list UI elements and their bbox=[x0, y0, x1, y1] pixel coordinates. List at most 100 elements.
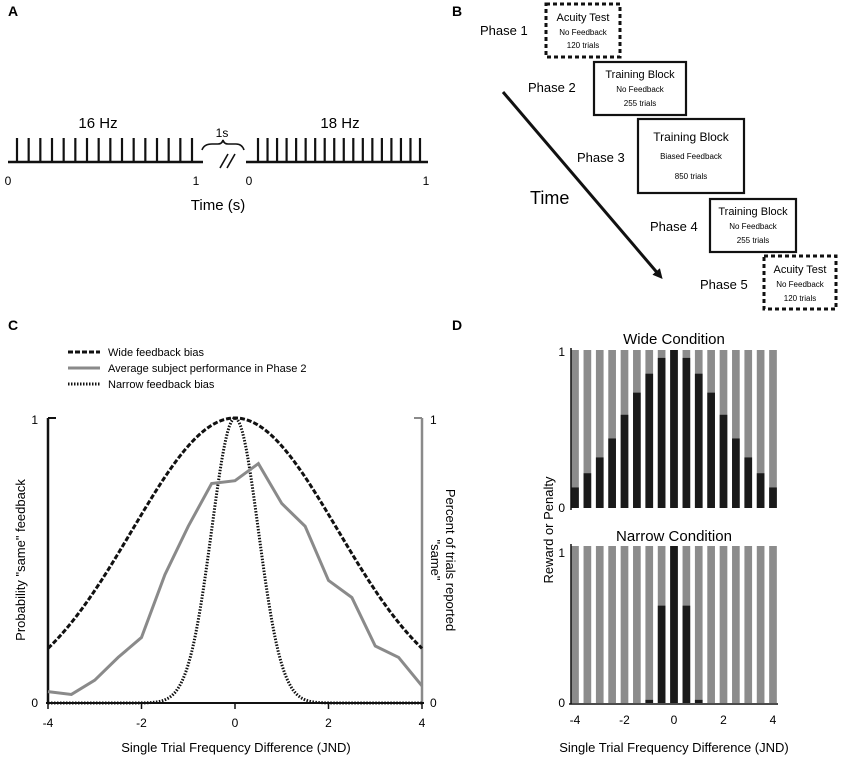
reward-bar bbox=[670, 546, 678, 703]
time-tick: 1 bbox=[423, 174, 430, 188]
wide-y-tick-label: 1 bbox=[558, 345, 565, 359]
x-tick-label: -4 bbox=[43, 716, 54, 730]
penalty-bar bbox=[608, 350, 616, 508]
series-narrow-feedback-bias bbox=[48, 416, 422, 705]
reward-bar bbox=[694, 699, 703, 703]
phase-3: Phase 3 Training Block Biased Feedback 8… bbox=[577, 117, 746, 195]
panel-d-label: D bbox=[452, 317, 462, 333]
penalty-bar bbox=[620, 546, 629, 703]
penalty-bar bbox=[645, 546, 654, 703]
reward-bar bbox=[769, 487, 777, 508]
time-tick: 0 bbox=[5, 174, 12, 188]
reward-bar bbox=[694, 373, 703, 508]
x-tick-label: -4 bbox=[570, 713, 581, 727]
legend-label: Narrow feedback bias bbox=[108, 379, 215, 391]
reward-bar bbox=[645, 373, 654, 508]
x-tick-label: 4 bbox=[419, 716, 426, 730]
d-x-axis-label: Single Trial Frequency Difference (JND) bbox=[559, 740, 789, 755]
phase-1: Phase 1 Acuity Test No Feedback 120 tria… bbox=[480, 2, 622, 59]
d-y-axis-label: Reward or Penalty bbox=[541, 476, 556, 583]
reward-bar bbox=[608, 438, 616, 508]
panel-d: D Wide Condition 1 0 Narrow Condition 1 … bbox=[452, 317, 789, 755]
reward-bar bbox=[756, 473, 765, 508]
reward-bar bbox=[732, 438, 740, 508]
legend-label: Average subject performance in Phase 2 bbox=[108, 363, 307, 375]
x-tick-label: -2 bbox=[136, 716, 147, 730]
phase-box-feedback: No Feedback bbox=[729, 222, 778, 231]
phase-box-title: Training Block bbox=[718, 206, 788, 218]
left-y-tick-label: 1 bbox=[31, 413, 38, 427]
phase-box-trials: 120 trials bbox=[784, 294, 816, 303]
phase-label: Phase 2 bbox=[528, 80, 576, 95]
panel-a-label: A bbox=[8, 3, 18, 19]
phase-4: Phase 4 Training Block No Feedback 255 t… bbox=[650, 197, 798, 254]
phase-box bbox=[636, 117, 746, 195]
penalty-bar bbox=[583, 350, 592, 508]
c-x-axis-label: Single Trial Frequency Difference (JND) bbox=[121, 740, 351, 755]
narrow-y-tick-label: 1 bbox=[558, 546, 565, 560]
penalty-bar bbox=[732, 546, 740, 703]
gap-duration-label: 1s bbox=[216, 126, 229, 140]
c-right-y-label-line2: "same" bbox=[428, 539, 443, 580]
penalty-bar bbox=[571, 350, 579, 508]
penalty-bar bbox=[595, 546, 604, 703]
series-wide-feedback-bias bbox=[46, 416, 424, 650]
phase-box-trials: 255 trials bbox=[624, 99, 656, 108]
phase-label: Phase 3 bbox=[577, 150, 625, 165]
x-tick-label: 4 bbox=[770, 713, 777, 727]
axis-break-mark bbox=[219, 153, 229, 169]
penalty-bar bbox=[756, 350, 765, 508]
time-arrow bbox=[501, 91, 663, 280]
phase-box-title: Acuity Test bbox=[774, 264, 827, 276]
x-tick-label: 0 bbox=[232, 716, 239, 730]
right-y-tick-label: 1 bbox=[430, 413, 437, 427]
reward-bar bbox=[744, 457, 753, 508]
penalty-bar bbox=[595, 350, 604, 508]
reward-bar bbox=[682, 357, 691, 508]
penalty-bar bbox=[608, 546, 616, 703]
pulse-train-16hz bbox=[15, 138, 194, 162]
reward-bar bbox=[620, 414, 629, 508]
phase-box bbox=[544, 2, 622, 59]
penalty-bar bbox=[719, 546, 728, 703]
time-arrow-label: Time bbox=[530, 188, 569, 208]
reward-bar bbox=[707, 392, 715, 508]
penalty-bar bbox=[571, 546, 579, 703]
phase-label: Phase 5 bbox=[700, 277, 748, 292]
legend: Wide feedback bias Average subject perfo… bbox=[68, 347, 307, 391]
phase-label: Phase 1 bbox=[480, 23, 528, 38]
reward-bar bbox=[595, 457, 604, 508]
phase-box-trials: 255 trials bbox=[737, 236, 769, 245]
penalty-bar bbox=[633, 546, 641, 703]
x-tick-label: -2 bbox=[619, 713, 630, 727]
d-x-ticks: -4 -2 0 2 4 bbox=[570, 713, 777, 727]
wide-condition-title: Wide Condition bbox=[623, 331, 725, 348]
axis-break-mark bbox=[226, 153, 236, 169]
c-left-y-label: Probability "same" feedback bbox=[13, 479, 28, 641]
phase-5: Phase 5 Acuity Test No Feedback 120 tria… bbox=[700, 254, 838, 311]
reward-bar bbox=[633, 392, 641, 508]
reward-bar bbox=[682, 605, 691, 703]
reward-bar bbox=[670, 350, 678, 508]
panel-c: C Wide feedback bias Average subject per… bbox=[8, 317, 458, 755]
phase-box bbox=[592, 60, 688, 117]
right-rate-label: 18 Hz bbox=[320, 115, 359, 132]
phase-label: Phase 4 bbox=[650, 219, 698, 234]
x-tick-label: 0 bbox=[671, 713, 678, 727]
series-average-subject-performance-in-phase-2 bbox=[47, 461, 424, 697]
reward-bar bbox=[719, 414, 728, 508]
phase-box-title: Acuity Test bbox=[557, 12, 610, 24]
phase-box-title: Training Block bbox=[653, 130, 730, 144]
gap-brace bbox=[201, 139, 245, 151]
narrow-condition-title: Narrow Condition bbox=[616, 528, 732, 545]
right-y-tick-label: 0 bbox=[430, 696, 437, 710]
phase-box-feedback: Biased Feedback bbox=[660, 152, 723, 161]
left-y-tick-label: 0 bbox=[31, 696, 38, 710]
phase-box-feedback: No Feedback bbox=[776, 280, 825, 289]
penalty-bar bbox=[769, 546, 777, 703]
phase-box-trials: 850 trials bbox=[675, 172, 707, 181]
reward-bar bbox=[657, 605, 666, 703]
phase-box-title: Training Block bbox=[605, 69, 675, 81]
narrow-condition-bars bbox=[571, 546, 777, 703]
